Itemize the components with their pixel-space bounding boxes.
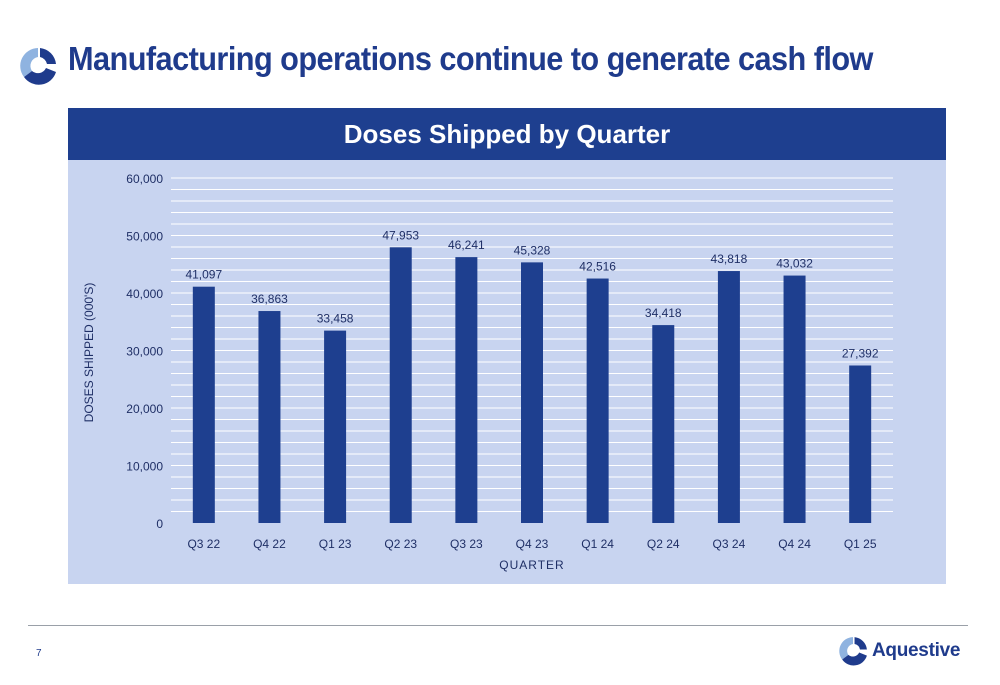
bar (258, 311, 281, 523)
x-tick-label: Q4 22 (253, 537, 286, 551)
footer-divider (28, 625, 968, 626)
bar (521, 262, 543, 523)
bar (389, 247, 412, 523)
bar (586, 278, 609, 523)
data-label: 43,032 (776, 257, 813, 271)
page-number: 7 (36, 648, 42, 659)
x-tick-label: Q3 24 (713, 537, 746, 551)
x-tick-label: Q1 25 (844, 537, 877, 551)
y-tick-label: 10,000 (126, 460, 163, 474)
bar (783, 275, 806, 523)
x-tick-label: Q1 23 (319, 537, 352, 551)
y-tick-label: 0 (156, 517, 163, 531)
bar (324, 330, 347, 523)
data-label: 27,392 (842, 346, 879, 360)
data-label: 47,953 (382, 228, 419, 242)
bar (455, 257, 478, 523)
chart-panel: Doses Shipped by Quarter 0 10,000 20,000 30… (68, 108, 946, 584)
data-label: 41,097 (185, 268, 222, 282)
brand-logo: Aquestive (836, 632, 968, 672)
x-tick-label: Q2 24 (647, 537, 680, 551)
bar (192, 286, 215, 523)
data-label: 36,863 (251, 292, 288, 306)
bar-chart: 0 10,000 20,000 30,000 40,000 50,000 60,000 41,… (82, 172, 893, 572)
x-tick-label: Q4 24 (778, 537, 811, 551)
data-label: 33,458 (317, 312, 354, 326)
x-tick-label: Q3 23 (450, 537, 483, 551)
data-label: 45,328 (514, 243, 551, 257)
data-label: 42,516 (579, 260, 616, 274)
x-tick-label: Q1 24 (581, 537, 614, 551)
data-label: 34,418 (645, 306, 682, 320)
x-tick-label: Q2 23 (384, 537, 417, 551)
x-tick-label: Q3 22 (187, 537, 220, 551)
data-label: 46,241 (448, 238, 485, 252)
x-axis-label: QUARTER (499, 558, 564, 572)
y-tick-label: 20,000 (126, 402, 163, 416)
brand-name: Aquestive (872, 640, 961, 661)
chart-title: Doses Shipped by Quarter (68, 108, 946, 160)
x-tick-label: Q4 23 (516, 537, 549, 551)
bar (652, 325, 675, 523)
bar (717, 271, 740, 523)
y-tick-label: 40,000 (126, 287, 163, 301)
y-tick-label: 60,000 (126, 172, 163, 186)
aquestive-logo-icon (839, 637, 867, 666)
y-axis-label: DOSES SHIPPED (000'S) (82, 283, 96, 423)
data-label: 43,818 (711, 252, 748, 266)
y-tick-label: 30,000 (126, 345, 163, 359)
bar (849, 365, 872, 523)
slide-title: Manufacturing operations continue to gen… (68, 40, 873, 77)
aquestive-logo-icon (20, 48, 56, 85)
y-tick-label: 50,000 (126, 230, 163, 244)
